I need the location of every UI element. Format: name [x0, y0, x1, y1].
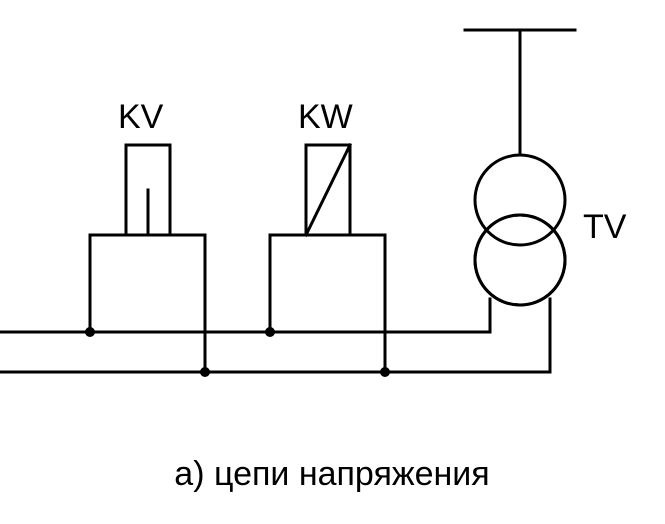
label-tv: TV — [583, 208, 627, 246]
label-kv: KV — [118, 98, 164, 136]
voltage-circuit-diagram: KV KW TV а) цепи напряжения — [0, 0, 665, 524]
label-kw: KW — [298, 98, 353, 136]
caption: а) цепи напряжения — [174, 455, 489, 493]
